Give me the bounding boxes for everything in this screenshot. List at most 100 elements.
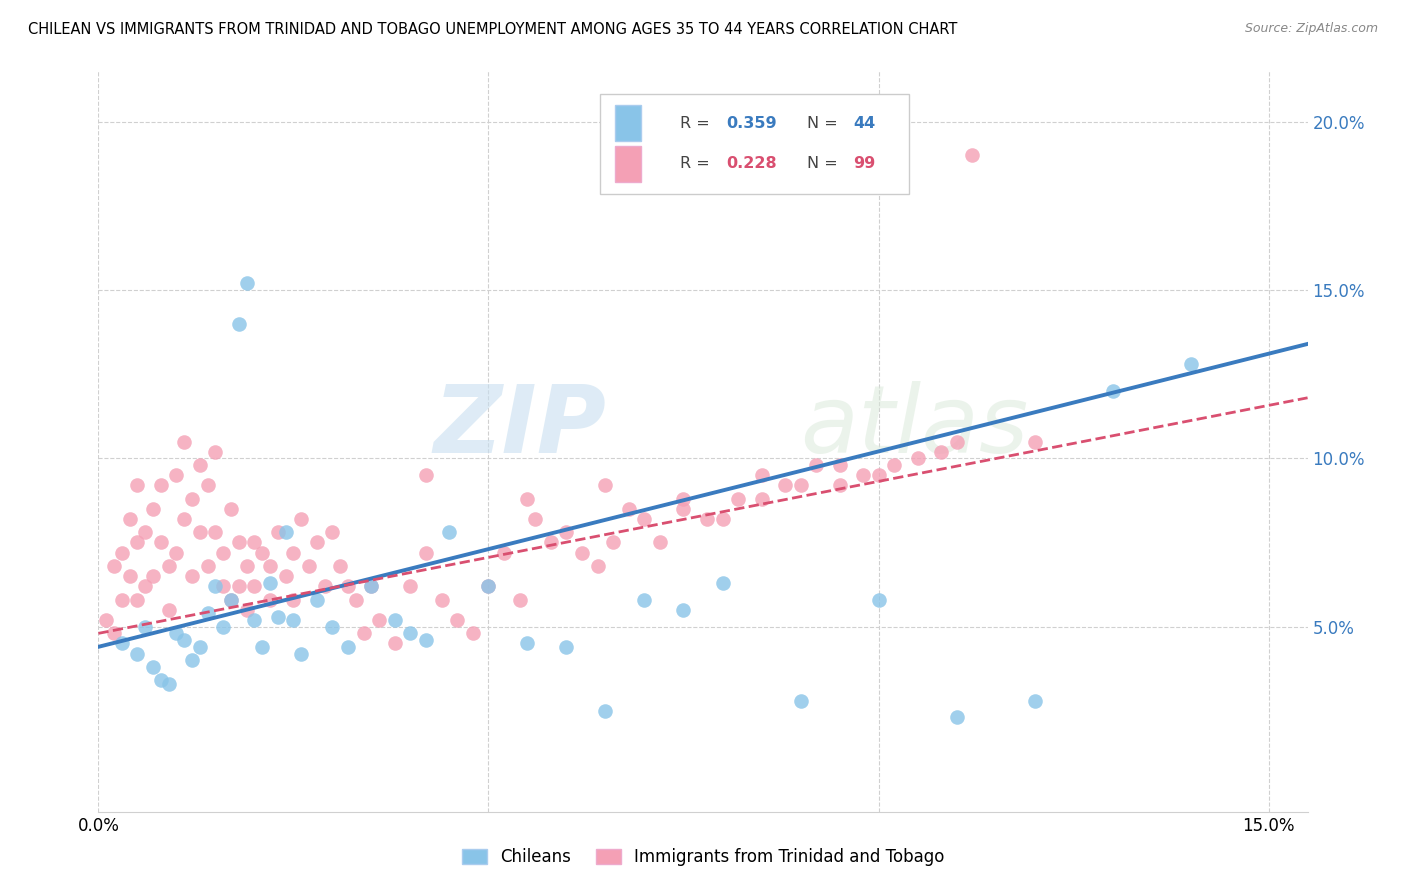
Point bbox=[212, 546, 235, 560]
Point bbox=[197, 606, 219, 620]
Text: atlas: atlas bbox=[800, 381, 1028, 472]
Text: Source: ZipAtlas.com: Source: ZipAtlas.com bbox=[1244, 22, 1378, 36]
Point bbox=[118, 512, 141, 526]
Point bbox=[188, 458, 211, 472]
Point bbox=[212, 619, 235, 633]
FancyBboxPatch shape bbox=[600, 94, 908, 194]
Point bbox=[181, 491, 204, 506]
Point bbox=[111, 636, 134, 650]
Point bbox=[929, 444, 952, 458]
Point bbox=[212, 579, 235, 593]
Point bbox=[344, 592, 367, 607]
Point bbox=[907, 451, 929, 466]
Point bbox=[243, 535, 266, 549]
Point bbox=[243, 579, 266, 593]
Point bbox=[127, 535, 149, 549]
Point bbox=[789, 478, 811, 492]
Point bbox=[252, 640, 274, 654]
Point bbox=[384, 613, 406, 627]
Point bbox=[633, 592, 655, 607]
Point bbox=[1101, 384, 1123, 398]
Point bbox=[516, 491, 538, 506]
Point bbox=[516, 636, 538, 650]
Point bbox=[134, 619, 156, 633]
Point bbox=[142, 660, 165, 674]
Text: N =: N = bbox=[807, 116, 842, 131]
Point bbox=[298, 559, 321, 574]
Point bbox=[149, 478, 172, 492]
Point bbox=[415, 633, 437, 648]
Point bbox=[118, 569, 141, 583]
Point bbox=[751, 491, 773, 506]
Point bbox=[197, 559, 219, 574]
Point bbox=[127, 592, 149, 607]
Point bbox=[672, 491, 695, 506]
Point bbox=[960, 148, 983, 162]
Point bbox=[602, 535, 624, 549]
Point bbox=[1180, 357, 1202, 371]
Point bbox=[103, 559, 125, 574]
Point bbox=[461, 626, 484, 640]
Point bbox=[305, 535, 328, 549]
Point bbox=[430, 592, 453, 607]
Text: 99: 99 bbox=[853, 156, 875, 171]
Bar bbox=[614, 105, 641, 141]
Point bbox=[945, 710, 967, 724]
Point bbox=[852, 468, 875, 483]
Point bbox=[235, 559, 257, 574]
Point bbox=[477, 579, 499, 593]
Point bbox=[228, 317, 250, 331]
Point bbox=[290, 512, 312, 526]
Point bbox=[353, 626, 375, 640]
Point bbox=[586, 559, 609, 574]
Point bbox=[384, 636, 406, 650]
Point bbox=[360, 579, 382, 593]
Point bbox=[259, 559, 281, 574]
Point bbox=[617, 501, 640, 516]
Point bbox=[173, 512, 195, 526]
Point bbox=[439, 525, 461, 540]
Point bbox=[415, 468, 437, 483]
Point bbox=[773, 478, 796, 492]
Point bbox=[868, 592, 890, 607]
Point bbox=[267, 609, 290, 624]
Point bbox=[134, 525, 156, 540]
Point bbox=[103, 626, 125, 640]
Point bbox=[96, 613, 118, 627]
Point bbox=[446, 613, 468, 627]
Text: 0.359: 0.359 bbox=[725, 116, 776, 131]
Point bbox=[219, 592, 242, 607]
Text: N =: N = bbox=[807, 156, 842, 171]
Point bbox=[228, 535, 250, 549]
Point bbox=[337, 640, 360, 654]
Point bbox=[555, 525, 578, 540]
Point bbox=[368, 613, 391, 627]
Point bbox=[868, 468, 890, 483]
Point bbox=[399, 579, 422, 593]
Point bbox=[204, 579, 226, 593]
Point bbox=[804, 458, 827, 472]
Point bbox=[883, 458, 905, 472]
Point bbox=[360, 579, 382, 593]
Point bbox=[648, 535, 671, 549]
Point bbox=[274, 569, 297, 583]
Point bbox=[149, 673, 172, 688]
Point bbox=[672, 603, 695, 617]
Point bbox=[235, 603, 257, 617]
Point bbox=[134, 579, 156, 593]
Point bbox=[181, 653, 204, 667]
Point bbox=[111, 546, 134, 560]
Point bbox=[555, 640, 578, 654]
Point bbox=[945, 434, 967, 449]
Point bbox=[283, 546, 305, 560]
Point bbox=[157, 559, 180, 574]
Point bbox=[204, 525, 226, 540]
Point bbox=[283, 613, 305, 627]
Point bbox=[173, 633, 195, 648]
Text: R =: R = bbox=[681, 156, 714, 171]
Point bbox=[142, 569, 165, 583]
Point bbox=[127, 647, 149, 661]
Point bbox=[477, 579, 499, 593]
Point bbox=[149, 535, 172, 549]
Point bbox=[329, 559, 352, 574]
